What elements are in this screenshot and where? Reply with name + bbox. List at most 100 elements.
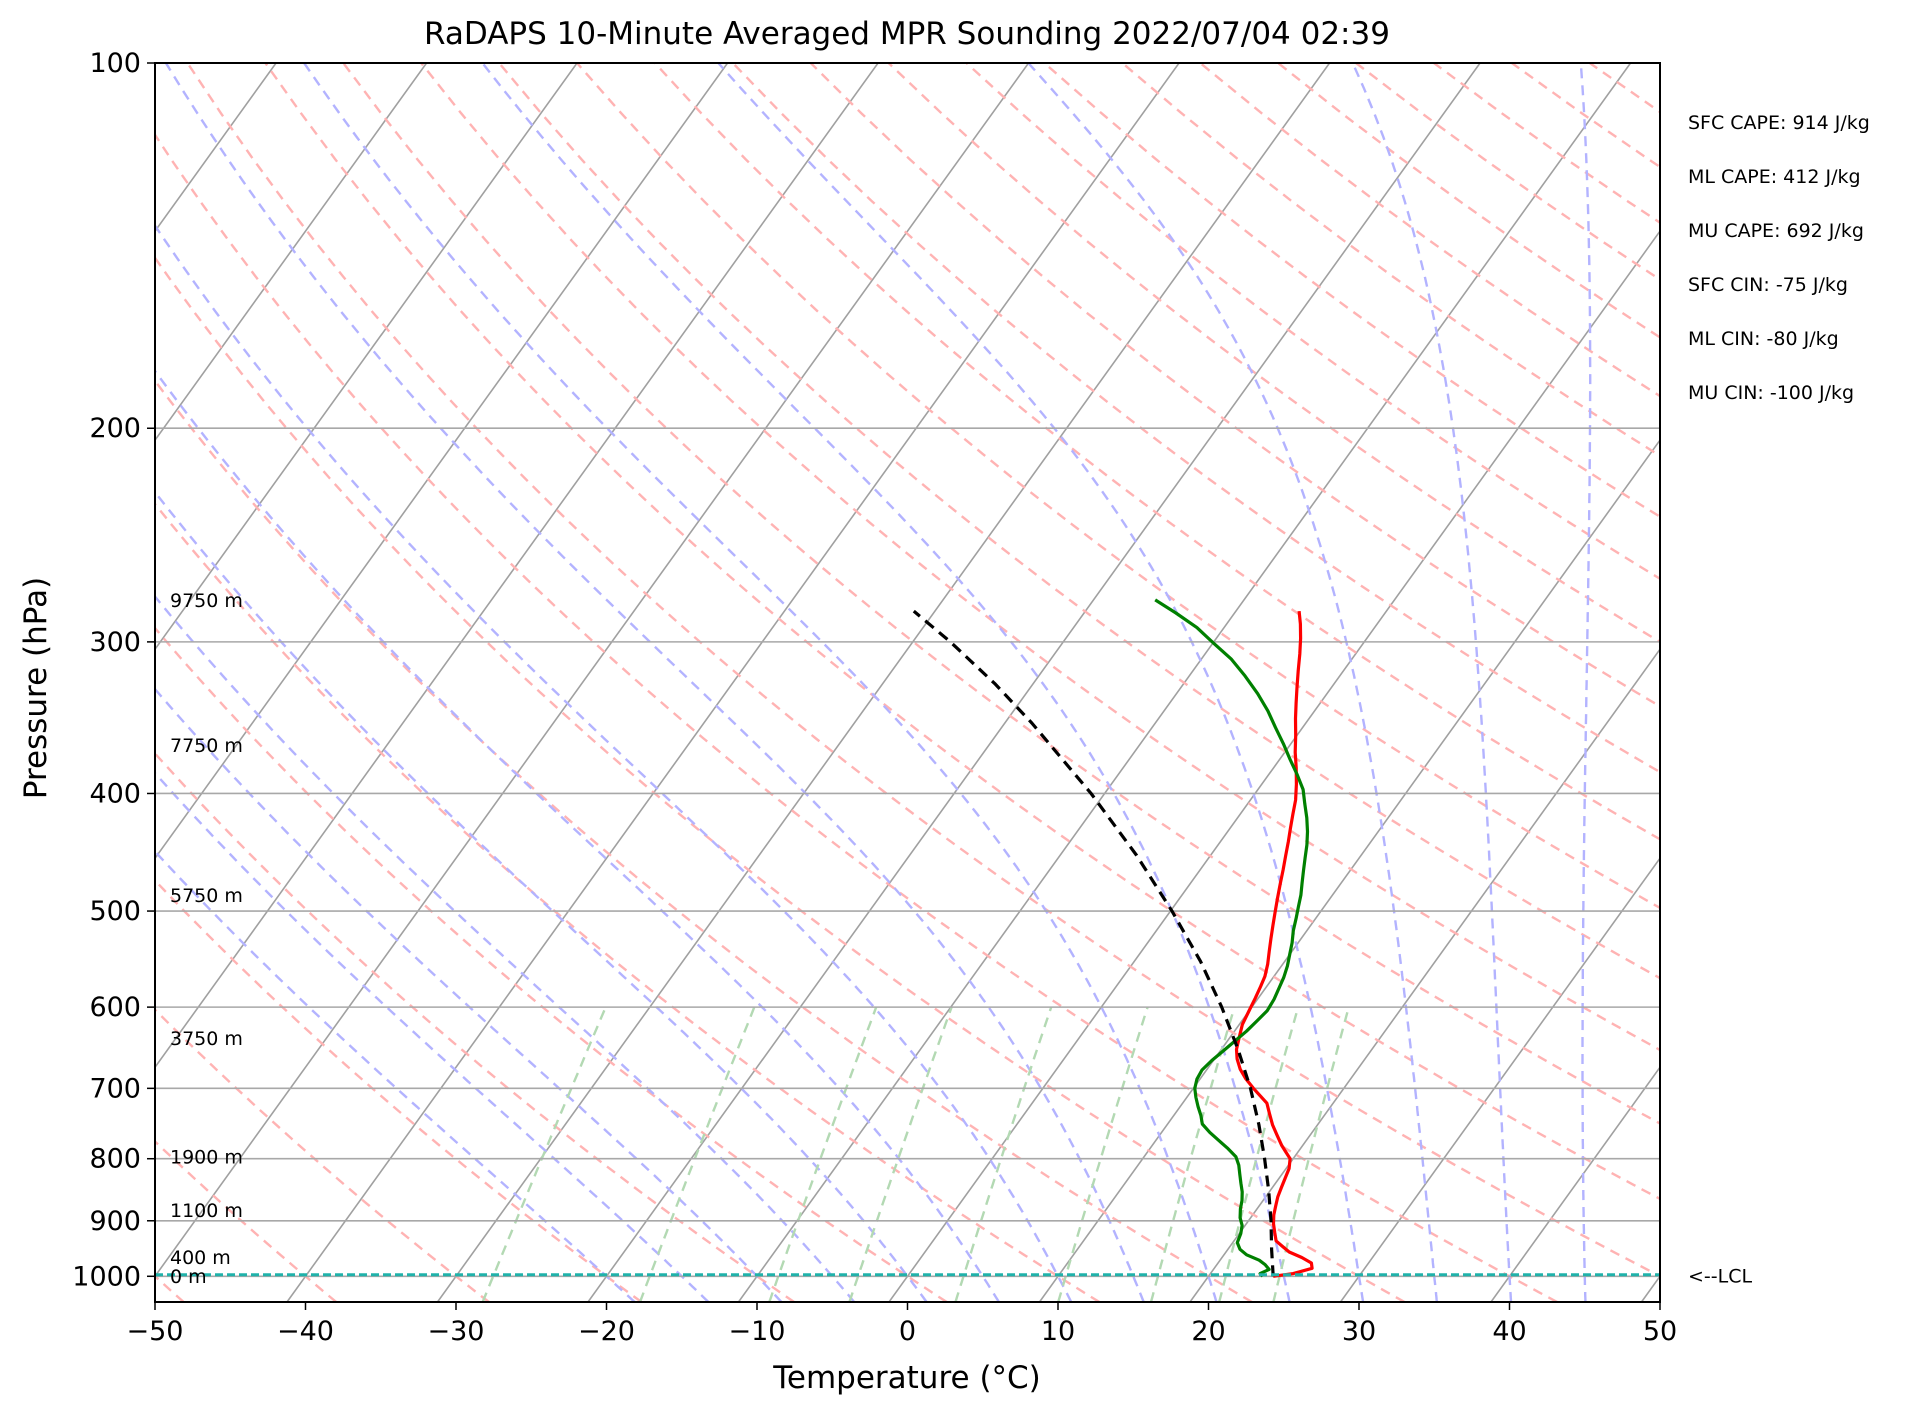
height-label: 9750 m [170,590,243,612]
dry-adiabat-line [155,751,795,1302]
dry-adiabat-line [186,63,1660,1278]
x-axis-title: Temperature (°C) [772,1360,1041,1396]
index-label: MU CIN: -100 J/kg [1688,382,1854,404]
index-label: MU CAPE: 692 J/kg [1688,220,1864,242]
mixing-ratio-line [638,1006,756,1302]
height-labels: 9750 m 7750 m 5750 m 3750 m 1900 m 1100 m 400 … [170,590,243,1288]
dry-adiabat-line [731,63,1660,774]
moist-adiabat-line [1579,63,1592,1302]
dry-adiabat-line [264,63,1660,1201]
background-lines [155,63,1911,1302]
isotherm-line [286,63,1180,1302]
isotherm-line [436,63,1331,1302]
dry-adiabat-line [498,63,1660,980]
dry-adiabat-line [1277,63,1660,339]
x-tick-label: −40 [277,1316,334,1347]
mixing-ratio-line [768,1006,878,1302]
dry-adiabat-line [654,63,1660,841]
mixing-ratio-line [481,1006,607,1302]
x-tick-label: 20 [1191,1316,1225,1347]
moist-adiabat-line [155,223,1073,1302]
dry-adiabat-line [965,63,1660,581]
isotherm-line [587,63,1481,1302]
lcl-marker: <--LCL [155,1266,1752,1288]
isotherm-line [155,63,428,442]
height-label: 5750 m [170,885,243,907]
sounding-traces [912,598,1314,1278]
moist-adiabat-line [303,63,1218,1302]
dry-adiabat-line [1433,63,1660,225]
y-tick-label: 300 [89,627,141,658]
y-tick-label: 600 [89,992,141,1023]
isotherm-line [1189,647,1660,1302]
mixing-ratio-line [1149,1006,1236,1302]
dry-adiabat-line [1746,63,1911,1302]
x-tick-label: −50 [127,1316,184,1347]
isotherm-line [155,63,1030,1278]
mixing-ratio-line [1218,1006,1300,1302]
isotherm-line [155,63,879,1069]
mixing-ratio-line [954,1006,1053,1302]
temperature-trace [1234,610,1314,1278]
dry-adiabat-line [1121,63,1660,458]
x-tick-label: −30 [428,1316,485,1347]
moist-adiabat-line [1351,63,1513,1302]
isotherm-line [1792,63,1911,1302]
moist-adiabat-line [155,594,856,1302]
dry-adiabat-line [1199,63,1660,398]
mixing-ratio-line [1057,1006,1149,1302]
plot-frame [154,62,1661,1303]
isotherm-line [1640,1274,1660,1302]
x-axis-ticks: −50 −40 −30 −20 −10 0 10 20 30 40 50 [127,1302,1677,1347]
dry-adiabat-line [155,626,948,1302]
height-label: 3750 m [170,1028,243,1050]
x-tick-label: −20 [578,1316,635,1347]
y-tick-label: 400 [89,778,141,809]
isotherm-line [155,63,729,860]
dry-adiabat-line [1589,63,1660,114]
moist-adiabat-line [155,687,783,1302]
dewpoint-trace [1154,598,1310,1278]
dry-adiabat-line [155,378,1253,1302]
moist-adiabat-line [164,63,1145,1302]
y-tick-label: 1000 [72,1261,141,1292]
dry-adiabat-line [155,502,1101,1302]
dry-adiabat-line [809,63,1660,708]
dry-adiabat-line [342,63,1660,1125]
moist-adiabat-line [155,849,636,1302]
moist-adiabat-line [481,63,1291,1302]
moist-adiabat-line [155,368,1000,1302]
mixing-ratio-line [1272,1006,1350,1302]
height-label: 7750 m [170,735,243,757]
dry-adiabat-line [887,63,1660,644]
dry-adiabat-line [420,63,1660,1052]
dry-adiabat-line [155,255,1406,1302]
y-tick-label: 100 [89,48,141,79]
y-tick-label: 500 [89,896,141,927]
y-tick-label: 800 [89,1144,141,1175]
index-label: SFC CAPE: 914 J/kg [1688,112,1870,134]
y-tick-label: 900 [89,1206,141,1237]
parcel-path-trace [912,609,1275,1277]
isotherm-line [1339,856,1660,1302]
dry-adiabat-line [155,878,643,1302]
x-tick-label: 30 [1342,1316,1376,1347]
isotherm-line [155,63,578,651]
y-axis-ticks: 100 200 300 400 500 600 700 800 900 1000 [72,48,155,1292]
dry-adiabat-line [155,1008,490,1302]
dry-adiabat-line [1355,63,1660,282]
mixing-ratio-line [848,1006,953,1302]
moist-adiabat-line [155,771,710,1302]
height-label: 1900 m [170,1147,243,1169]
y-tick-label: 700 [89,1073,141,1104]
index-label: SFC CIN: -75 J/kg [1688,274,1848,296]
instability-indices: SFC CAPE: 914 J/kg ML CAPE: 412 J/kg MU CA… [1688,112,1870,404]
height-label: 400 m [170,1247,231,1269]
height-label: 0 m [170,1266,207,1288]
dry-adiabat-line [1511,63,1660,169]
isotherm-line [1038,438,1660,1302]
moist-adiabat-line [717,63,1365,1302]
pressure-grid [155,63,1660,1278]
